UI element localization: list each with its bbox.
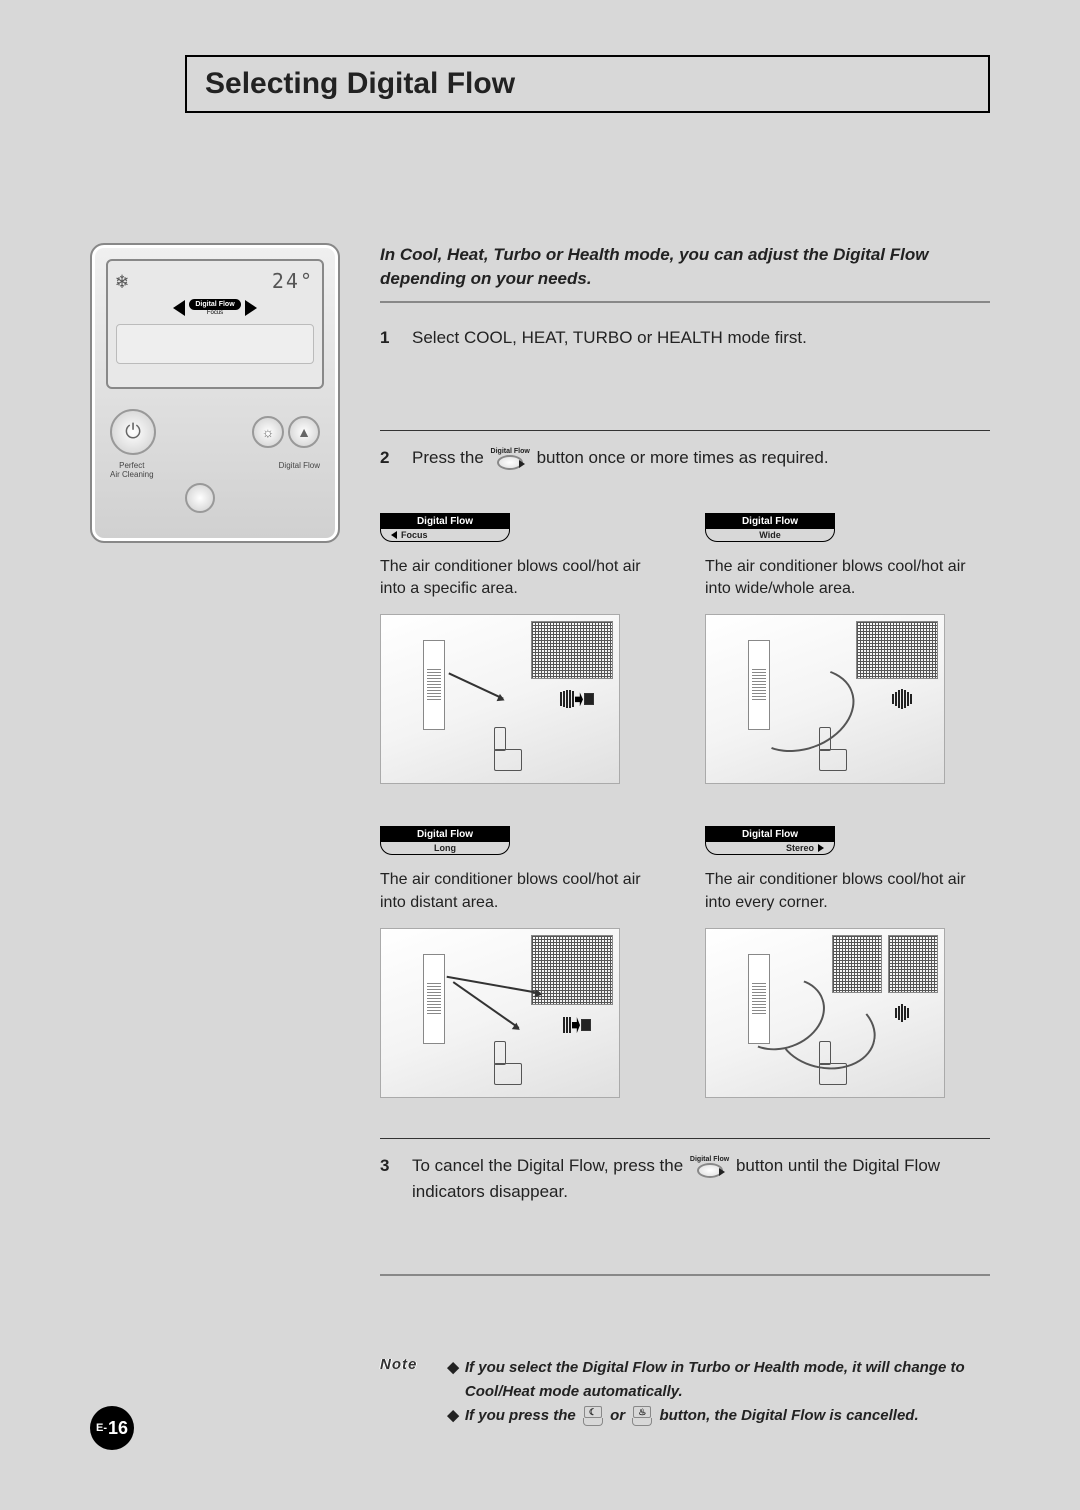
page-title-box: Selecting Digital Flow — [185, 55, 990, 113]
bullet-icon: ◆ — [447, 1356, 459, 1404]
page-prefix: E- — [96, 1422, 107, 1434]
indicator-sub: Stereo — [706, 842, 834, 854]
rule-3 — [380, 1138, 990, 1139]
indicator-top: Digital Flow — [706, 827, 834, 842]
step-2-pre: Press the — [412, 448, 484, 467]
indicator-long: Digital Flow Long — [380, 826, 510, 855]
left-column: ❄ 24° Digital Flow Focus ⏻ ☼ ▲ — [90, 243, 340, 1428]
indicator-top: Digital Flow — [706, 514, 834, 529]
indicator-sub: Focus — [381, 529, 509, 541]
illus-wide — [705, 614, 945, 784]
page-number: 16 — [108, 1418, 128, 1439]
icon-label: Digital Flow — [491, 448, 530, 455]
step-2-post: button once or more times as required. — [537, 448, 829, 467]
mode-stereo: Digital Flow Stereo The air conditioner … — [705, 824, 990, 1098]
mode-focus: Digital Flow Focus The air conditioner b… — [380, 511, 665, 785]
indicator-sub: Wide — [706, 529, 834, 541]
step-3-text: To cancel the Digital Flow, press the Di… — [412, 1153, 990, 1204]
remote-lcd: ❄ 24° Digital Flow Focus — [106, 259, 324, 389]
arrow-left-icon — [173, 300, 185, 316]
right-column: In Cool, Heat, Turbo or Health mode, you… — [380, 243, 990, 1428]
mode-button-icon: ☾ — [583, 1406, 603, 1426]
fan-button: ☼ — [252, 416, 284, 448]
rule-2 — [380, 430, 990, 431]
intro-text: In Cool, Heat, Turbo or Health mode, you… — [380, 243, 990, 291]
snowflake-icon: ❄ — [116, 269, 128, 293]
arrow-right-icon — [245, 300, 257, 316]
illus-stereo — [705, 928, 945, 1098]
indicator-sub: Focus — [189, 310, 240, 316]
power-button: ⏻ — [110, 409, 156, 455]
step-2-text: Press the Digital Flow button once or mo… — [412, 445, 829, 471]
digital-flow-icon: Digital Flow — [690, 1156, 729, 1178]
mode-wide-desc: The air conditioner blows cool/hot air i… — [705, 556, 990, 601]
bullet-icon: ◆ — [447, 1404, 459, 1428]
digital-flow-button — [185, 483, 215, 513]
indicator-wide: Digital Flow Wide — [705, 513, 835, 542]
lcd-blank-area — [116, 324, 314, 364]
step-1-text: Select COOL, HEAT, TURBO or HEALTH mode … — [412, 325, 807, 351]
step-3-num: 3 — [380, 1153, 398, 1204]
illus-long — [380, 928, 620, 1098]
note-section: Note ◆ If you select the Digital Flow in… — [380, 1356, 990, 1428]
remote-illustration: ❄ 24° Digital Flow Focus ⏻ ☼ ▲ — [90, 243, 340, 543]
indicator-label: Digital Flow — [189, 299, 240, 310]
mode-focus-desc: The air conditioner blows cool/hot air i… — [380, 556, 665, 601]
mode-wide: Digital Flow Wide The air conditioner bl… — [705, 511, 990, 785]
note-label: Note — [380, 1356, 417, 1428]
label-air-cleaning: Perfect Air Cleaning — [110, 461, 154, 479]
step-1-num: 1 — [380, 325, 398, 351]
step-2: 2 Press the Digital Flow button once or … — [380, 445, 990, 471]
page-title: Selecting Digital Flow — [205, 67, 970, 101]
mode-long: Digital Flow Long The air conditioner bl… — [380, 824, 665, 1098]
illus-focus — [380, 614, 620, 784]
digital-flow-icon: Digital Flow — [491, 448, 530, 470]
temp-readout: 24° — [272, 269, 314, 293]
step-2-num: 2 — [380, 445, 398, 471]
icon-label: Digital Flow — [690, 1156, 729, 1163]
note-bullet-1: If you select the Digital Flow in Turbo … — [465, 1356, 990, 1404]
mode-stereo-desc: The air conditioner blows cool/hot air i… — [705, 869, 990, 914]
mode-long-desc: The air conditioner blows cool/hot air i… — [380, 869, 665, 914]
indicator-sub: Long — [381, 842, 509, 854]
step-3-pre: To cancel the Digital Flow, press the — [412, 1156, 683, 1175]
mode-button-icon: ♨ — [632, 1406, 652, 1426]
rule-1 — [380, 301, 990, 303]
indicator-stereo: Digital Flow Stereo — [705, 826, 835, 855]
page-number-badge: E-16 — [90, 1406, 134, 1450]
label-digital-flow: Digital Flow — [279, 461, 320, 479]
indicator-top: Digital Flow — [381, 827, 509, 842]
note-bullet-2: If you press the ☾ or ♨ button, the Digi… — [465, 1404, 919, 1428]
up-button: ▲ — [288, 416, 320, 448]
indicator-top: Digital Flow — [381, 514, 509, 529]
indicator-focus: Digital Flow Focus — [380, 513, 510, 542]
modes-grid: Digital Flow Focus The air conditioner b… — [380, 511, 990, 1099]
note-body: ◆ If you select the Digital Flow in Turb… — [447, 1356, 990, 1428]
step-3: 3 To cancel the Digital Flow, press the … — [380, 1153, 990, 1204]
rule-4 — [380, 1274, 990, 1276]
content-row: ❄ 24° Digital Flow Focus ⏻ ☼ ▲ — [90, 243, 990, 1428]
step-1: 1 Select COOL, HEAT, TURBO or HEALTH mod… — [380, 325, 990, 351]
lcd-indicator: Digital Flow Focus — [116, 299, 314, 316]
